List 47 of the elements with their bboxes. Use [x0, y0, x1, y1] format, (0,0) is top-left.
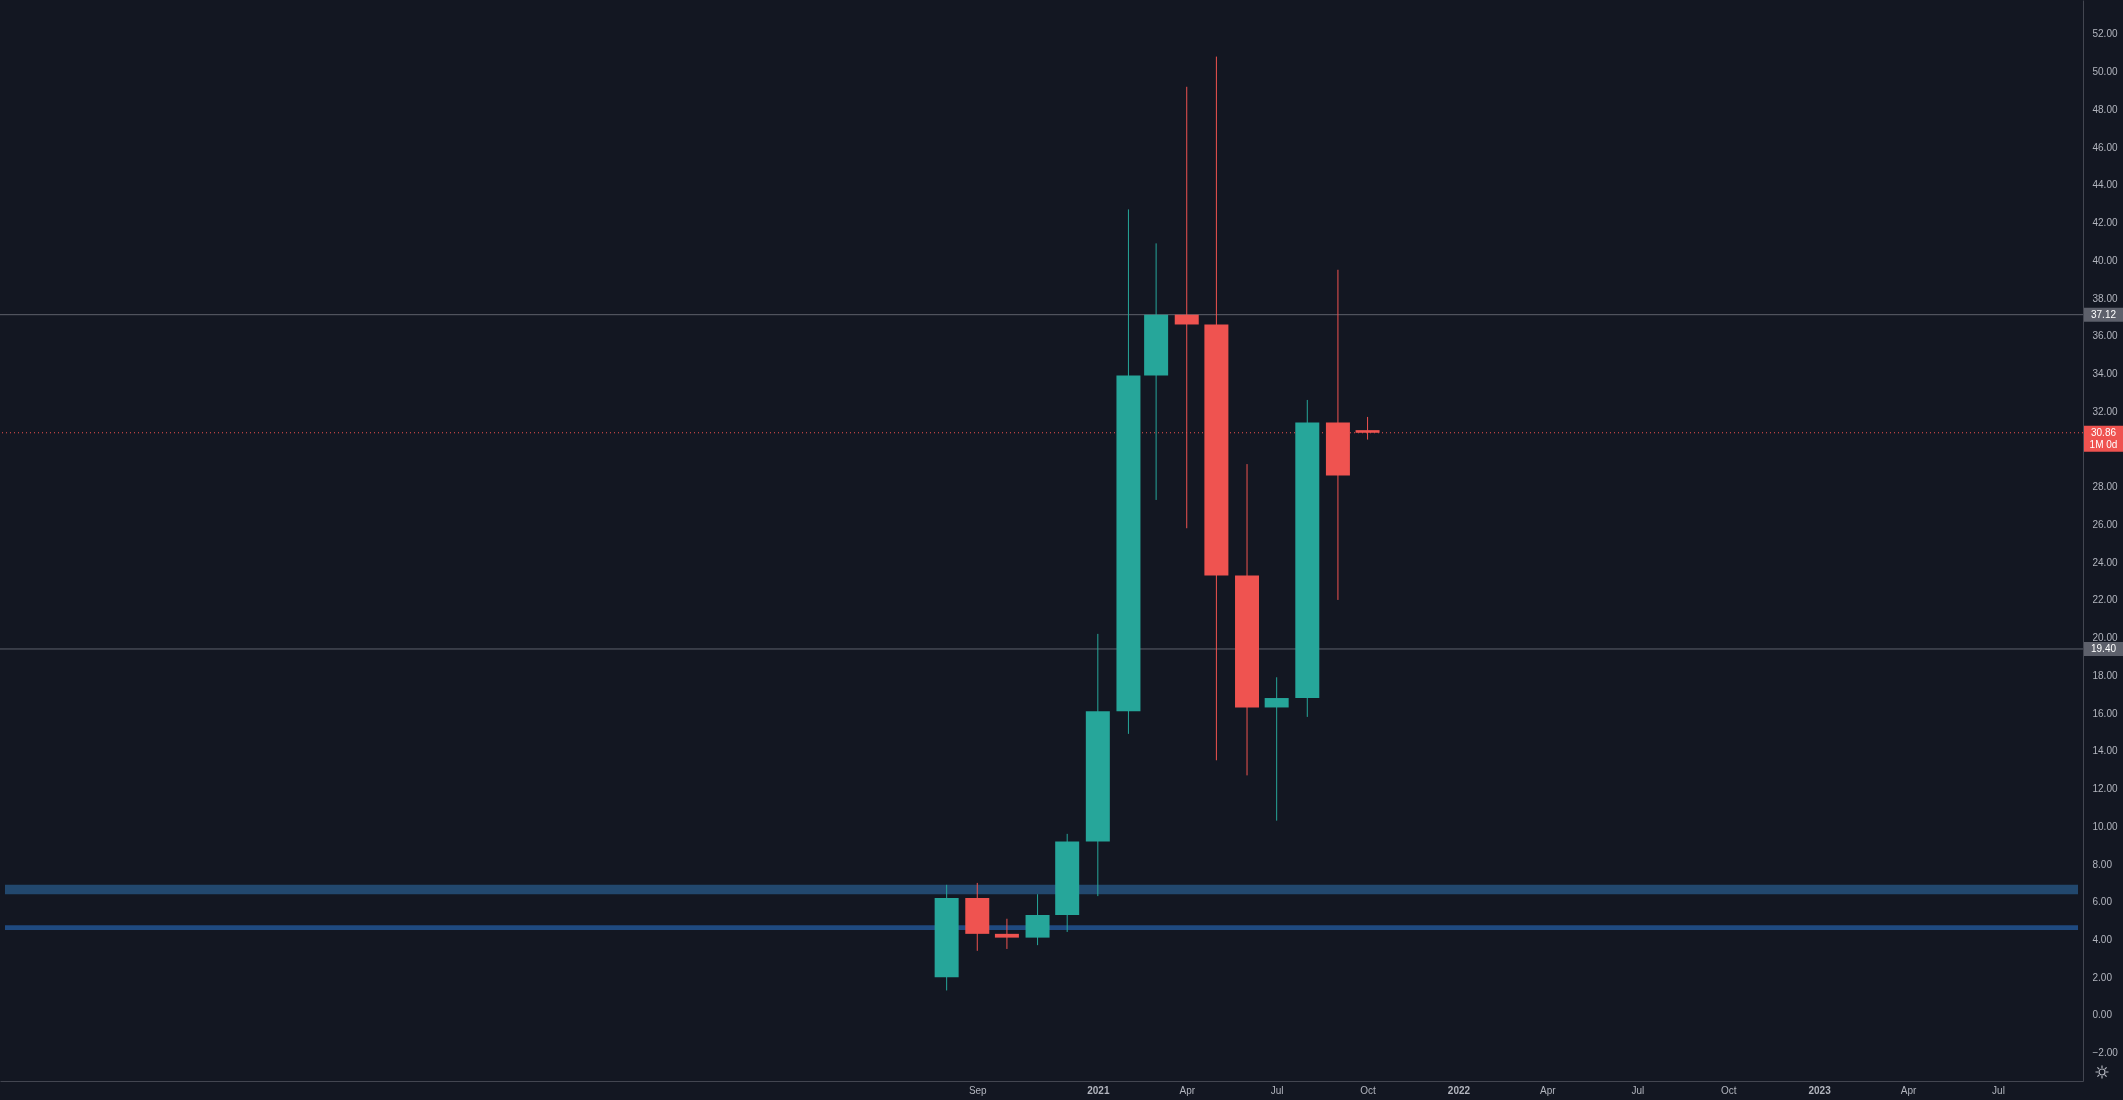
y-tick-label: 18.00	[2092, 669, 2118, 681]
candlestick	[1025, 893, 1050, 946]
candlestick	[1174, 86, 1199, 529]
y-tick-label: 6.00	[2092, 896, 2113, 908]
y-tick-label: 50.00	[2092, 66, 2118, 78]
y-tick-label: 24.00	[2092, 556, 2118, 568]
y-tick-label: 44.00	[2092, 179, 2118, 191]
candlestick	[1264, 676, 1289, 822]
x-tick-label: 2023	[1808, 1084, 1832, 1096]
x-tick-label: Sep	[968, 1084, 988, 1096]
y-tick-label: 46.00	[2092, 141, 2118, 153]
x-tick-label: Jul	[1270, 1084, 1284, 1096]
y-tick-label: 20.00	[2092, 632, 2118, 644]
y-tick-label: 10.00	[2092, 820, 2118, 832]
y-tick-label: 36.00	[2092, 330, 2118, 342]
x-tick-label: Oct	[1720, 1084, 1737, 1096]
ref-line-label: 37.12	[2090, 308, 2117, 320]
x-tick-label: Oct	[1360, 1084, 1377, 1096]
x-tick-label: Apr	[1540, 1084, 1557, 1096]
y-tick-label: 28.00	[2092, 481, 2118, 493]
y-tick-label: 38.00	[2092, 292, 2118, 304]
y-tick-label: 14.00	[2092, 745, 2118, 757]
y-tick-label: 42.00	[2092, 217, 2118, 229]
x-tick-label: Apr	[1900, 1084, 1917, 1096]
y-tick-label: 48.00	[2092, 103, 2118, 115]
x-tick-label: 2022	[1447, 1084, 1471, 1096]
x-tick-label: Jul	[1631, 1084, 1645, 1096]
text: 1M 0d	[2089, 439, 2118, 451]
y-tick-label: 32.00	[2092, 405, 2118, 417]
candlestick	[994, 918, 1019, 950]
x-tick-label: Jul	[1992, 1084, 2005, 1096]
y-tick-label: 0.00	[2092, 1009, 2113, 1021]
y-tick-label: 34.00	[2092, 368, 2118, 380]
ref-line-label: 30.86	[2090, 426, 2117, 438]
y-tick-label: −2.00	[2092, 1047, 2119, 1059]
y-tick-label: 40.00	[2092, 254, 2118, 266]
y-tick-label: 12.00	[2092, 783, 2118, 795]
y-tick-label: 4.00	[2092, 934, 2113, 946]
y-tick-label: 52.00	[2092, 28, 2118, 40]
x-tick-label: Apr	[1179, 1084, 1196, 1096]
y-tick-label: 16.00	[2092, 707, 2118, 719]
y-tick-label: 8.00	[2092, 858, 2113, 870]
y-tick-label: 22.00	[2092, 594, 2118, 606]
ref-line-label: 19.40	[2090, 642, 2117, 654]
x-tick-label: 2021	[1087, 1084, 1110, 1096]
y-tick-label: 2.00	[2092, 971, 2113, 983]
y-tick-label: 26.00	[2092, 518, 2118, 530]
